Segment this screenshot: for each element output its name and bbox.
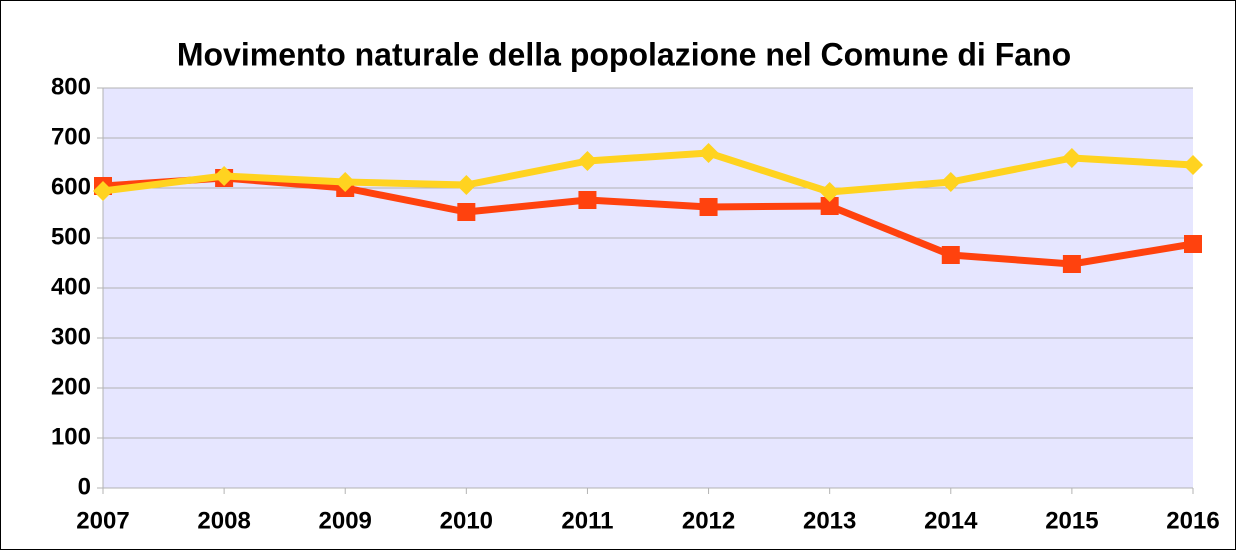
- line: [102, 174, 1194, 268]
- line: [102, 149, 1194, 196]
- y-tick-label: 100: [51, 423, 91, 450]
- marker: [1183, 155, 1203, 175]
- marker: [577, 151, 598, 171]
- marker: [698, 143, 719, 163]
- y-tick-label: 600: [51, 173, 91, 200]
- marker: [578, 191, 597, 209]
- y-tick-label: 700: [51, 123, 91, 150]
- marker: [93, 181, 113, 201]
- marker: [456, 175, 477, 195]
- marker: [940, 172, 961, 192]
- y-tick-label: 400: [51, 273, 91, 300]
- marker: [1061, 148, 1082, 168]
- x-tick-label: 2015: [1045, 507, 1098, 534]
- y-tick-label: 500: [51, 223, 91, 250]
- x-tick-label: 2014: [924, 507, 978, 534]
- marker: [699, 198, 718, 216]
- marker: [819, 182, 840, 202]
- x-tick-label: 2008: [197, 507, 250, 534]
- marker: [820, 197, 839, 215]
- marker: [1062, 255, 1081, 273]
- x-tick-label: 2009: [319, 507, 372, 534]
- x-tick-label: 2016: [1166, 507, 1219, 534]
- marker: [335, 172, 356, 192]
- marker: [1184, 235, 1202, 253]
- x-tick-label: 2013: [803, 507, 856, 534]
- y-tick-label: 800: [51, 73, 91, 100]
- x-tick-label: 2012: [682, 507, 735, 534]
- x-tick-label: 2011: [561, 507, 613, 534]
- x-tick-label: 2007: [76, 507, 129, 534]
- chart-title: Movimento naturale della popolazione nel…: [177, 36, 1071, 72]
- marker: [457, 203, 476, 221]
- y-tick-label: 0: [78, 473, 91, 500]
- marker: [214, 166, 235, 186]
- y-tick-label: 200: [51, 373, 91, 400]
- y-tick-label: 300: [51, 323, 91, 350]
- x-tick-label: 2010: [440, 507, 493, 534]
- marker: [941, 246, 960, 264]
